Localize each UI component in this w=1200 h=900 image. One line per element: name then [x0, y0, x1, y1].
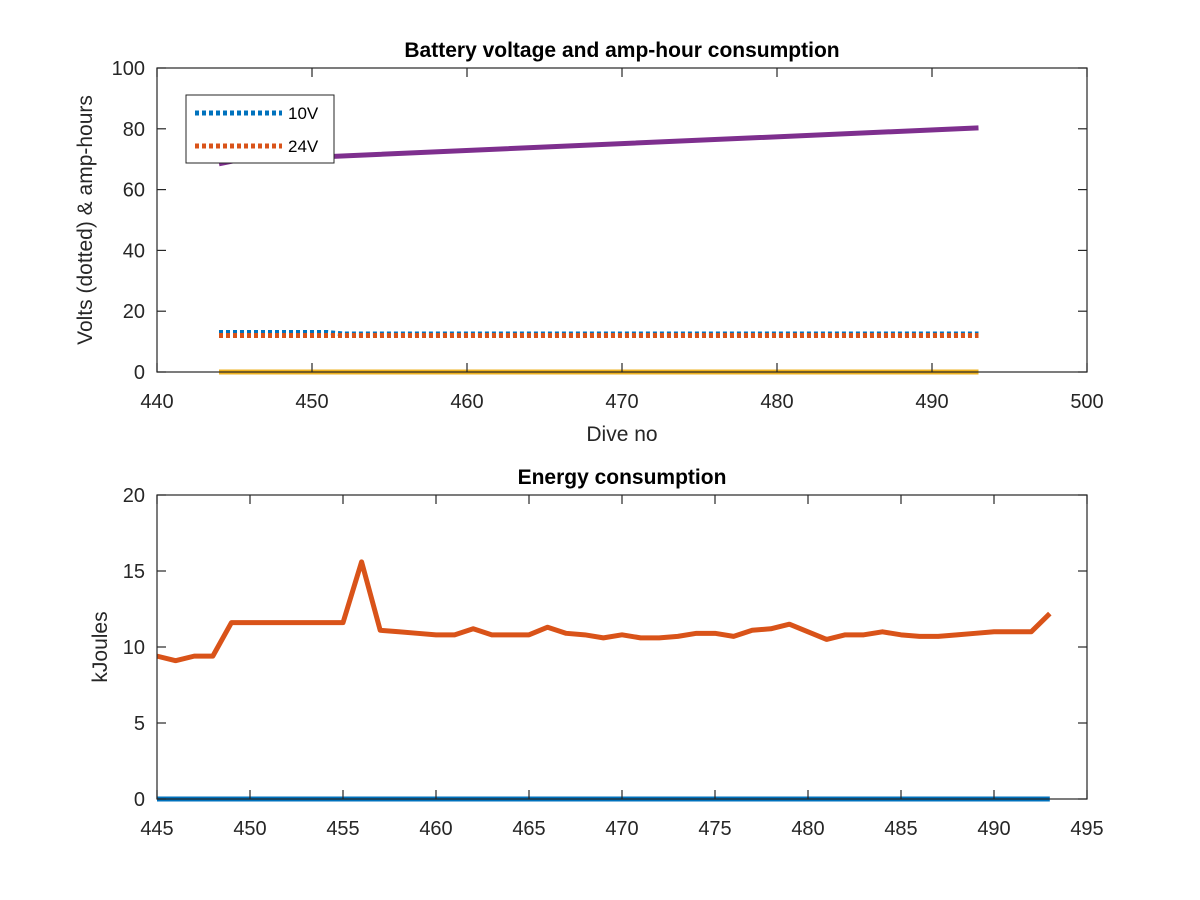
x-axis-label: Dive no: [586, 423, 657, 446]
x-tick-label: 455: [326, 818, 359, 840]
y-tick-label: 5: [134, 713, 145, 735]
x-tick-label: 495: [1070, 818, 1103, 840]
x-tick-label: 500: [1070, 391, 1103, 413]
x-tick-label: 440: [140, 391, 173, 413]
x-tick-label: 475: [698, 818, 731, 840]
y-tick-label: 100: [112, 58, 145, 80]
y-tick-label: 0: [134, 789, 145, 811]
x-tick-label: 450: [233, 818, 266, 840]
legend-label-24v: 24V: [288, 137, 319, 156]
x-tick-label: 470: [605, 818, 638, 840]
x-tick-label: 445: [140, 818, 173, 840]
y-tick-label: 15: [123, 561, 145, 583]
x-tick-label: 470: [605, 391, 638, 413]
chart-title: Energy consumption: [518, 466, 727, 489]
legend: 10V 24V: [185, 94, 335, 164]
x-tick-label: 460: [450, 391, 483, 413]
legend-box: [185, 94, 335, 164]
legend-label-10v: 10V: [288, 104, 319, 123]
x-tick-label: 480: [791, 818, 824, 840]
y-tick-label: 80: [123, 119, 145, 141]
y-tick-label: 60: [123, 180, 145, 202]
x-tick-label: 485: [884, 818, 917, 840]
x-tick-label: 450: [295, 391, 328, 413]
y-tick-label: 20: [123, 301, 145, 323]
series-line-series-2: [156, 559, 1052, 664]
x-tick-label: 465: [512, 818, 545, 840]
x-tick-label: 480: [760, 391, 793, 413]
y-tick-label: 20: [123, 485, 145, 507]
x-tick-label: 490: [977, 818, 1010, 840]
y-axis-label: Volts (dotted) & amp-hours: [74, 95, 97, 345]
battery-chart: 440 450 460 470 480 490 500 0 20 40 60 80 100 Batter…: [74, 39, 1104, 446]
y-axis-label: kJoules: [89, 611, 112, 682]
x-tick-label: 490: [915, 391, 948, 413]
y-tick-label: 0: [134, 362, 145, 384]
plot-area: [157, 495, 1087, 799]
energy-chart: 445 450 455 460 465 470 475 480 485 490 495 0 5 10 15 2…: [89, 466, 1104, 840]
chart-title: Battery voltage and amp-hour consumption: [404, 39, 839, 62]
y-tick-label: 40: [123, 240, 145, 262]
y-tick-label: 10: [123, 637, 145, 659]
series-line-10v: [219, 329, 979, 337]
x-tick-label: 460: [419, 818, 452, 840]
